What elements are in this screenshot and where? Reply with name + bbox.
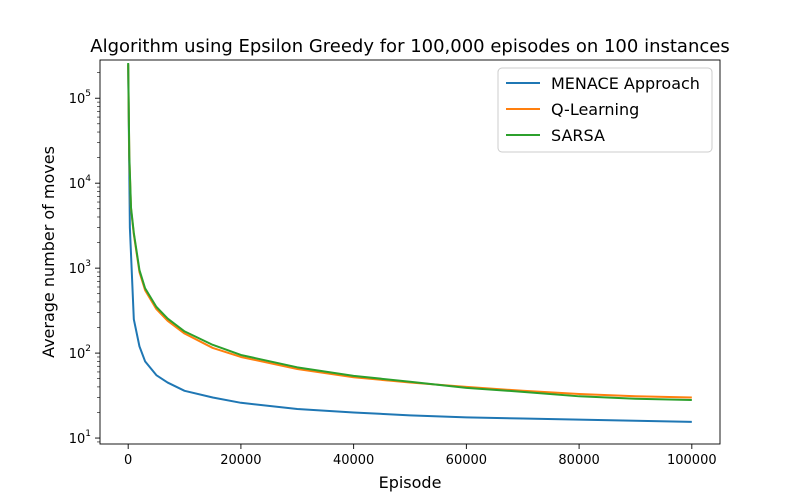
- x-tick-label: 100000: [667, 453, 717, 468]
- chart-title: Algorithm using Epsilon Greedy for 100,0…: [90, 36, 729, 57]
- legend: MENACE Approach Q-Learning SARSA: [497, 67, 713, 153]
- x-axis: 0 20000 40000 60000 80000 100000: [124, 444, 717, 468]
- x-axis-label: Episode: [379, 473, 442, 492]
- x-tick-label: 80000: [558, 453, 599, 468]
- y-tick-label: 104: [69, 174, 92, 192]
- x-tick-label: 20000: [220, 453, 261, 468]
- series-lines: [127, 62, 692, 423]
- y-tick-label: 102: [69, 344, 91, 362]
- plot-frame: [99, 59, 721, 445]
- legend-box: [497, 67, 713, 153]
- x-tick-label: 60000: [446, 453, 487, 468]
- legend-label-1: Q-Learning: [551, 100, 639, 119]
- series-line-2: [127, 62, 692, 402]
- y-axis: 101 102 103 104 105: [69, 72, 100, 447]
- y-tick-label: 105: [69, 89, 91, 107]
- x-tick-label: 0: [124, 453, 132, 468]
- legend-label-0: MENACE Approach: [551, 74, 700, 93]
- series-line-0: [127, 64, 692, 423]
- x-tick-label: 40000: [333, 453, 374, 468]
- y-axis-label: Average number of moves: [39, 146, 58, 358]
- y-tick-label: 101: [69, 429, 91, 447]
- legend-label-2: SARSA: [551, 126, 605, 145]
- y-tick-label: 103: [69, 259, 91, 277]
